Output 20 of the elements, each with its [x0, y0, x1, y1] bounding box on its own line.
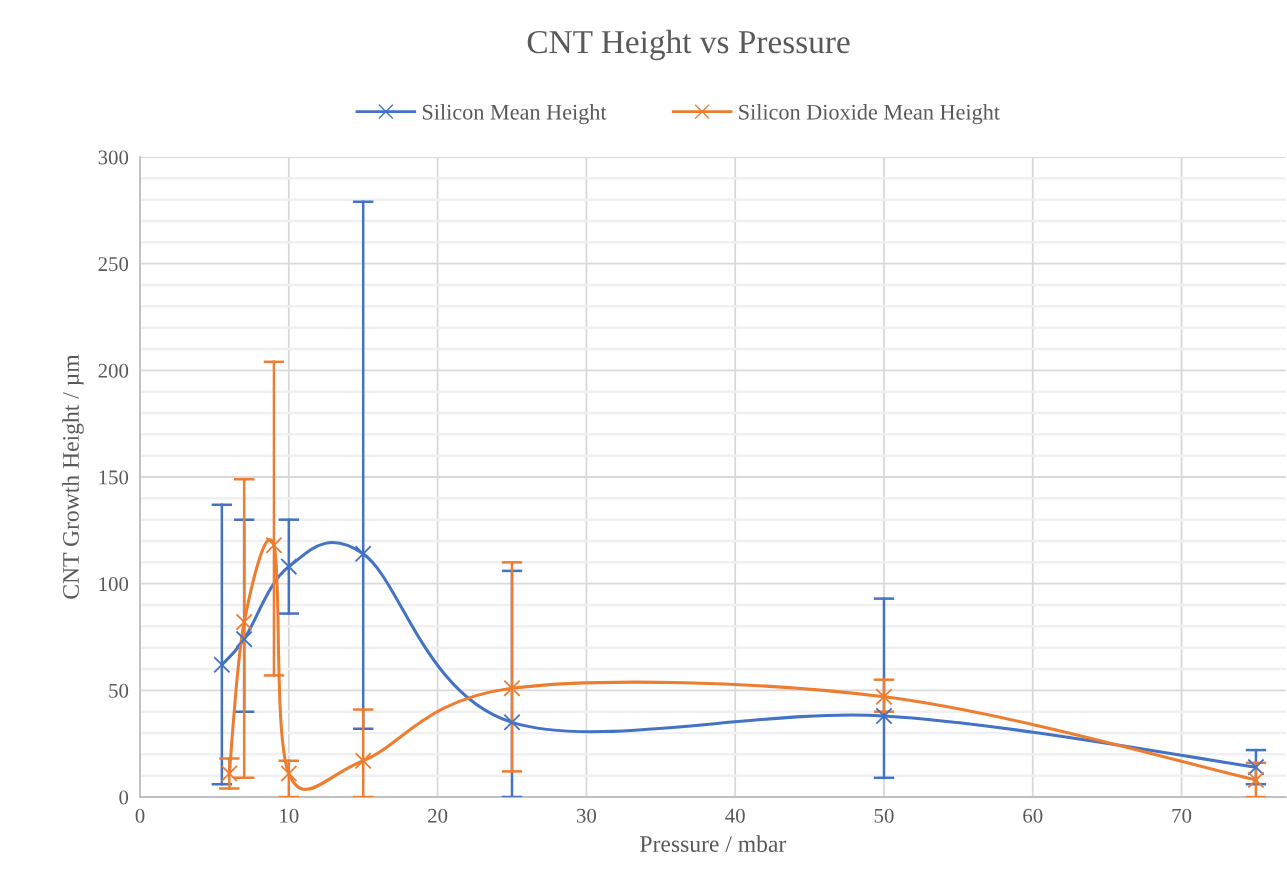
y-tick-label: 250 [98, 257, 129, 272]
legend-label: Silicon Dioxide Mean Height [739, 104, 1000, 125]
y-tick-label: 150 [99, 470, 129, 485]
x-tick-label: 60 [1023, 808, 1043, 823]
x-axis-title: Pressure / mbar [640, 835, 787, 852]
x-tick-label: 20 [428, 808, 448, 823]
chart-title: CNT Height vs Pressure [527, 29, 850, 61]
legend-label: Silicon Mean Height [422, 104, 607, 125]
x-tick-label: 10 [280, 808, 299, 823]
y-tick-label: 200 [98, 363, 129, 378]
y-tick-label: 300 [98, 150, 129, 165]
x-tick-label: 40 [725, 808, 745, 823]
x-tick-label: 50 [874, 808, 894, 823]
x-tick-label: 0 [135, 808, 145, 823]
x-tick-label: 70 [1172, 808, 1192, 823]
x-tick-label: 30 [576, 808, 597, 823]
y-tick-label: 100 [99, 577, 129, 592]
y-tick-label: 50 [109, 683, 129, 698]
y-tick-label: 0 [119, 790, 129, 805]
y-axis-title: CNT Growth Height / µm [62, 354, 84, 599]
